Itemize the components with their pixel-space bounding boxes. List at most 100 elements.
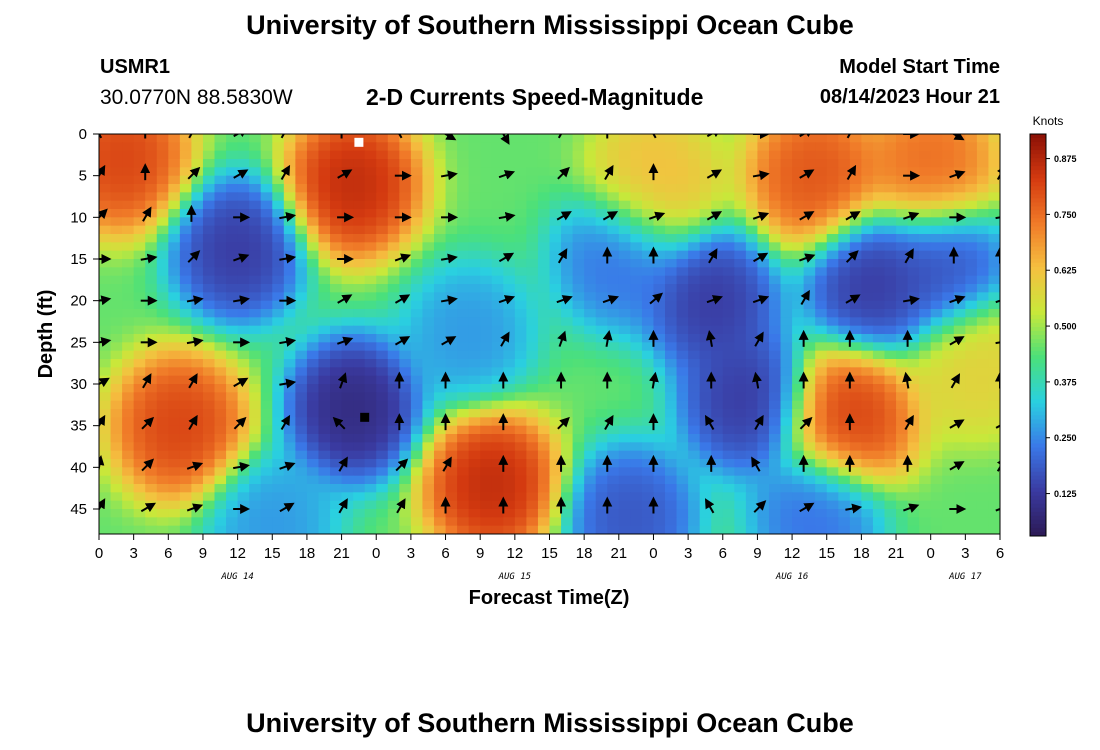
x-tick-label: 0: [372, 545, 380, 562]
heatmap-cell: [330, 259, 343, 268]
current-arrow: [706, 211, 723, 221]
heatmap-cell: [295, 150, 308, 160]
heatmap-cell: [145, 450, 158, 460]
heatmap-cell: [549, 442, 562, 452]
heatmap-cell: [318, 484, 331, 493]
heatmap-cell: [653, 192, 666, 202]
heatmap-cell: [353, 175, 366, 185]
heatmap-cell: [676, 234, 689, 243]
heatmap-cell: [399, 300, 412, 310]
heatmap-cell: [156, 492, 169, 502]
heatmap-cell: [907, 175, 920, 185]
heatmap-cell: [364, 275, 377, 285]
heatmap-cell: [896, 184, 909, 193]
heatmap-cell: [353, 525, 366, 534]
heatmap-cell: [549, 434, 562, 443]
colorbar-swatch: [1030, 375, 1046, 380]
heatmap-cell: [491, 134, 504, 143]
heatmap-cell: [353, 350, 366, 360]
heatmap-cell: [930, 209, 943, 218]
heatmap-cell: [353, 425, 366, 435]
current-arrow: [949, 295, 966, 305]
heatmap-cell: [295, 250, 308, 260]
heatmap-cell: [688, 200, 701, 210]
heatmap-cell: [838, 267, 851, 277]
heatmap-cell: [202, 134, 216, 143]
heatmap-cell: [491, 217, 504, 227]
colorbar-swatch: [1030, 202, 1046, 207]
heatmap-cell: [618, 234, 631, 243]
heatmap-cell: [826, 142, 839, 152]
heatmap-cell: [410, 134, 424, 143]
heatmap-cell: [537, 184, 551, 193]
heatmap-cell: [549, 392, 562, 402]
heatmap-cell: [283, 350, 296, 360]
heatmap-cell: [768, 159, 782, 168]
heatmap-cell: [110, 175, 123, 185]
heatmap-cell: [318, 342, 331, 352]
heatmap-cell: [780, 350, 793, 360]
heatmap-cell: [295, 525, 308, 534]
heatmap-cell: [283, 284, 296, 293]
heatmap-cell: [353, 267, 366, 277]
heatmap-cell: [884, 334, 897, 343]
heatmap-cell: [191, 434, 204, 443]
heatmap-cell: [699, 409, 712, 418]
heatmap-cell: [491, 434, 504, 443]
heatmap-cell: [376, 525, 389, 534]
heatmap-cell: [260, 317, 273, 327]
current-arrow: [754, 414, 764, 431]
heatmap-cell: [318, 159, 331, 168]
heatmap-cell: [133, 325, 146, 335]
heatmap-cell: [988, 492, 1000, 502]
heatmap-cell: [410, 142, 424, 152]
heatmap-cell: [283, 134, 296, 143]
heatmap-cell: [838, 392, 851, 402]
heatmap-cell: [156, 300, 169, 310]
heatmap-cell: [202, 317, 216, 327]
heatmap-cell: [399, 342, 412, 352]
heatmap-cell: [676, 484, 689, 493]
heatmap-cell: [433, 442, 447, 452]
heatmap-cell: [630, 134, 643, 143]
colorbar-swatch: [1030, 142, 1046, 147]
current-vectors: [99, 134, 1000, 514]
heatmap-cell: [318, 459, 331, 468]
heatmap-cell: [595, 292, 608, 302]
heatmap-cell: [318, 334, 331, 343]
heatmap-cell: [976, 259, 990, 268]
heatmap-cell: [745, 200, 759, 210]
heatmap-cell: [214, 384, 227, 393]
heatmap-cell: [156, 142, 169, 152]
heatmap-cell: [410, 192, 424, 202]
current-arrow: [557, 248, 568, 264]
heatmap-cell: [826, 250, 839, 260]
heatmap-cell: [399, 392, 412, 402]
heatmap-cell: [849, 450, 862, 460]
heatmap-cell: [306, 509, 320, 518]
heatmap-cell: [815, 450, 828, 460]
heatmap-cell: [861, 384, 874, 393]
heatmap-cell: [861, 259, 874, 268]
heatmap-cell: [896, 467, 909, 477]
heatmap-cell: [653, 217, 666, 227]
heatmap-cell: [584, 517, 597, 527]
heatmap-cell: [226, 359, 239, 368]
heatmap-cell: [179, 150, 193, 160]
current-arrow: [233, 253, 250, 263]
colorbar-swatch: [1030, 182, 1046, 187]
heatmap-cell: [191, 159, 204, 168]
heatmap-cell: [688, 317, 701, 327]
heatmap-cell: [919, 192, 932, 202]
heatmap-cell: [780, 367, 793, 377]
heatmap-cell: [595, 317, 608, 327]
heatmap-cell: [780, 159, 793, 168]
heatmap-cell: [919, 267, 932, 277]
heatmap-cell: [191, 267, 204, 277]
heatmap-cell: [399, 284, 412, 293]
heatmap-cell: [803, 434, 816, 443]
colorbar-swatch: [1030, 487, 1046, 493]
heatmap-cell: [399, 159, 412, 168]
heatmap-cell: [826, 459, 839, 468]
